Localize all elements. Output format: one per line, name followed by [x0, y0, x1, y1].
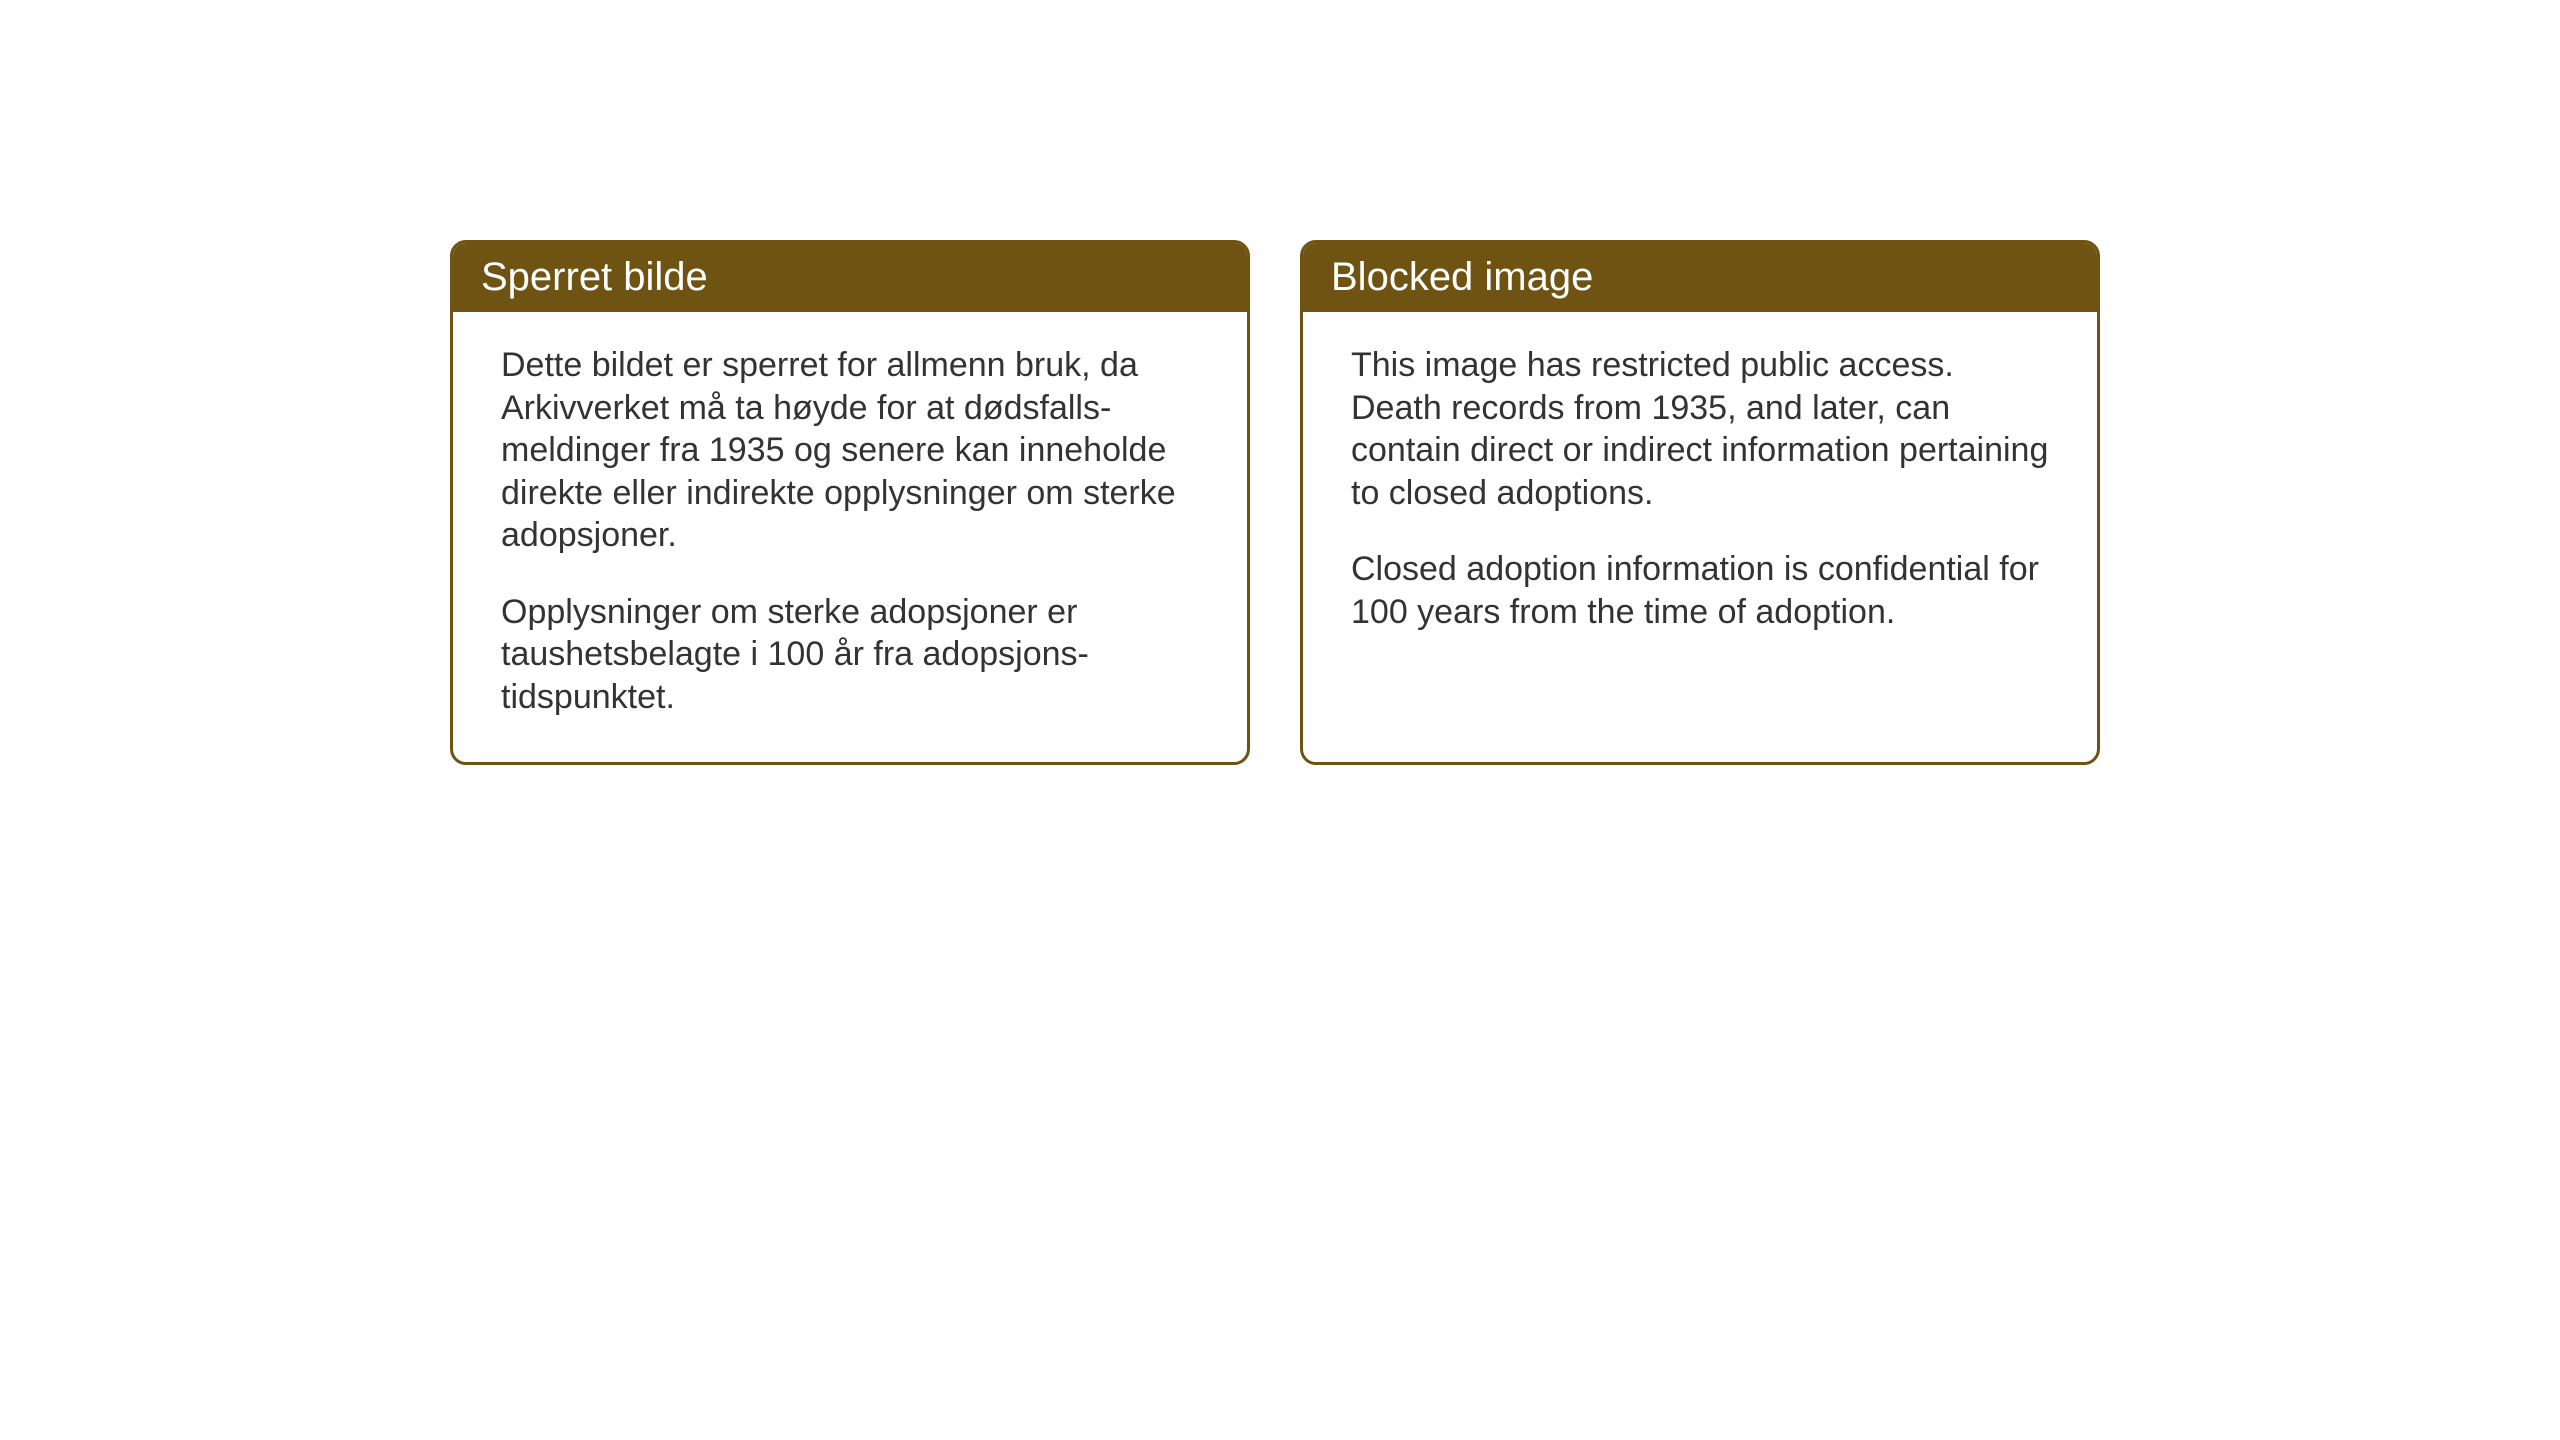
card-header-norwegian: Sperret bilde	[453, 243, 1247, 312]
notice-card-english: Blocked image This image has restricted …	[1300, 240, 2100, 765]
card-paragraph1-norwegian: Dette bildet er sperret for allmenn bruk…	[501, 344, 1199, 557]
card-paragraph1-english: This image has restricted public access.…	[1351, 344, 2049, 514]
notice-container: Sperret bilde Dette bildet er sperret fo…	[450, 240, 2100, 765]
card-title-norwegian: Sperret bilde	[481, 255, 708, 299]
card-body-norwegian: Dette bildet er sperret for allmenn bruk…	[453, 312, 1247, 762]
card-title-english: Blocked image	[1331, 255, 1593, 299]
card-body-english: This image has restricted public access.…	[1303, 312, 2097, 677]
card-header-english: Blocked image	[1303, 243, 2097, 312]
card-paragraph2-english: Closed adoption information is confident…	[1351, 548, 2049, 633]
card-paragraph2-norwegian: Opplysninger om sterke adopsjoner er tau…	[501, 591, 1199, 719]
notice-card-norwegian: Sperret bilde Dette bildet er sperret fo…	[450, 240, 1250, 765]
